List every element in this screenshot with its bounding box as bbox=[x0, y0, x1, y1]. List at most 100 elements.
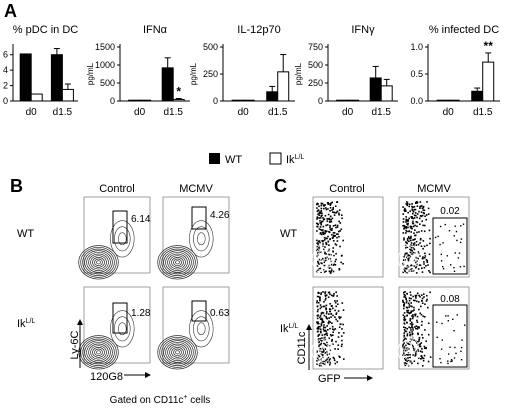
bar-1-wt-1 bbox=[50, 54, 63, 102]
contour-ring bbox=[197, 322, 206, 336]
event-dot bbox=[340, 345, 343, 348]
bar-5-ikll-1 bbox=[482, 61, 495, 102]
event-dot bbox=[424, 257, 426, 259]
event-dot bbox=[404, 294, 406, 297]
bar-chart-4: IFNγ 0 250 500 750 pg/mL d0 d1.5 bbox=[294, 24, 398, 118]
event-dot bbox=[439, 358, 441, 360]
event-dot bbox=[326, 202, 329, 204]
event-dot bbox=[405, 247, 407, 249]
event-dot bbox=[406, 224, 409, 226]
event-dot bbox=[337, 344, 340, 346]
event-dot bbox=[414, 229, 416, 231]
event-dot bbox=[410, 237, 412, 239]
event-dot bbox=[411, 217, 413, 219]
flow-b-footnote-tail: cells bbox=[188, 395, 211, 406]
flow-b-gate-value-wt-mcmv: 4.26 bbox=[210, 210, 230, 221]
bar-2-wt-0 bbox=[128, 99, 141, 102]
event-dot bbox=[410, 311, 412, 314]
event-dot bbox=[328, 353, 330, 355]
bar-1-wt-0 bbox=[19, 53, 32, 102]
event-dot bbox=[422, 240, 425, 242]
event-dot bbox=[336, 361, 338, 363]
event-dot bbox=[332, 232, 335, 234]
event-dot bbox=[330, 263, 333, 266]
event-dot bbox=[333, 359, 336, 362]
event-dot bbox=[403, 349, 406, 351]
event-dot bbox=[418, 340, 420, 342]
event-dot bbox=[324, 343, 326, 345]
event-dot bbox=[328, 337, 330, 339]
event-dot bbox=[414, 224, 416, 227]
event-dot bbox=[435, 236, 437, 239]
event-dot bbox=[325, 224, 327, 227]
y-tick-label-2-0: 0 bbox=[110, 96, 115, 106]
event-dot bbox=[318, 205, 320, 208]
event-dot bbox=[322, 229, 324, 231]
event-dot bbox=[317, 354, 320, 357]
event-dot bbox=[321, 319, 324, 321]
event-dot bbox=[343, 358, 345, 360]
event-dot bbox=[402, 218, 405, 220]
y-tick-label-2-3: 1500 bbox=[95, 42, 115, 52]
event-dot bbox=[415, 261, 417, 264]
event-dot bbox=[407, 302, 410, 305]
event-dot bbox=[403, 227, 405, 230]
event-dot bbox=[337, 310, 340, 312]
event-dot bbox=[421, 348, 423, 350]
event-dot bbox=[323, 301, 325, 303]
event-dot bbox=[317, 334, 320, 336]
event-dot bbox=[429, 291, 431, 294]
event-dot bbox=[422, 357, 425, 360]
bar-chart-3: IL-12p70 0 250 500 pg/mL d0 d1.5 bbox=[189, 24, 295, 118]
event-dot bbox=[428, 270, 430, 272]
y-tick-label-5-0: 0.0 bbox=[410, 96, 423, 106]
event-dot bbox=[341, 328, 343, 330]
event-dot bbox=[407, 343, 410, 345]
event-dot bbox=[440, 348, 443, 350]
contour-ring bbox=[400, 247, 418, 271]
event-dot bbox=[414, 352, 417, 355]
chart-title-4: IFNγ bbox=[351, 24, 375, 36]
event-dot bbox=[417, 362, 419, 365]
contour-ring bbox=[78, 335, 119, 370]
contour-ring bbox=[90, 255, 107, 270]
event-dot bbox=[405, 226, 408, 228]
contour-ring bbox=[94, 258, 103, 267]
event-dot bbox=[405, 349, 407, 352]
event-dot bbox=[436, 336, 438, 339]
flow-b-gate-ik-control bbox=[112, 302, 128, 334]
event-dot bbox=[332, 307, 334, 310]
event-dot bbox=[423, 266, 426, 269]
event-dot bbox=[317, 213, 319, 215]
event-dot bbox=[404, 296, 407, 298]
bar-4-ikll-1 bbox=[380, 85, 393, 102]
event-dot bbox=[325, 297, 327, 300]
event-dot bbox=[421, 207, 424, 210]
bar-5-wt-1 bbox=[471, 90, 484, 102]
event-dot bbox=[338, 209, 341, 211]
event-dot bbox=[420, 294, 423, 296]
contour-ring bbox=[80, 336, 117, 368]
event-dot bbox=[405, 227, 407, 229]
event-dot bbox=[322, 233, 325, 236]
event-dot bbox=[405, 300, 408, 302]
event-dot bbox=[407, 237, 410, 239]
event-dot bbox=[320, 228, 322, 231]
contour-ring bbox=[88, 253, 109, 272]
event-dot bbox=[413, 306, 415, 309]
event-dot bbox=[402, 221, 405, 223]
event-dot bbox=[405, 219, 407, 222]
event-dot bbox=[333, 263, 336, 266]
event-dot bbox=[406, 292, 408, 295]
event-dot bbox=[319, 307, 322, 310]
event-dot bbox=[452, 318, 454, 320]
legend: WT IkL/L bbox=[209, 152, 304, 166]
event-dot bbox=[407, 211, 409, 214]
event-dot bbox=[419, 345, 422, 347]
event-dot bbox=[440, 260, 443, 262]
event-dot bbox=[403, 336, 406, 338]
event-dot bbox=[442, 242, 444, 244]
bar-chart-2: IFNα 0 500 1000 1500 pg/mL d0 d1.5 * bbox=[86, 24, 190, 118]
contour-ring bbox=[404, 253, 414, 266]
event-dot bbox=[403, 332, 405, 334]
